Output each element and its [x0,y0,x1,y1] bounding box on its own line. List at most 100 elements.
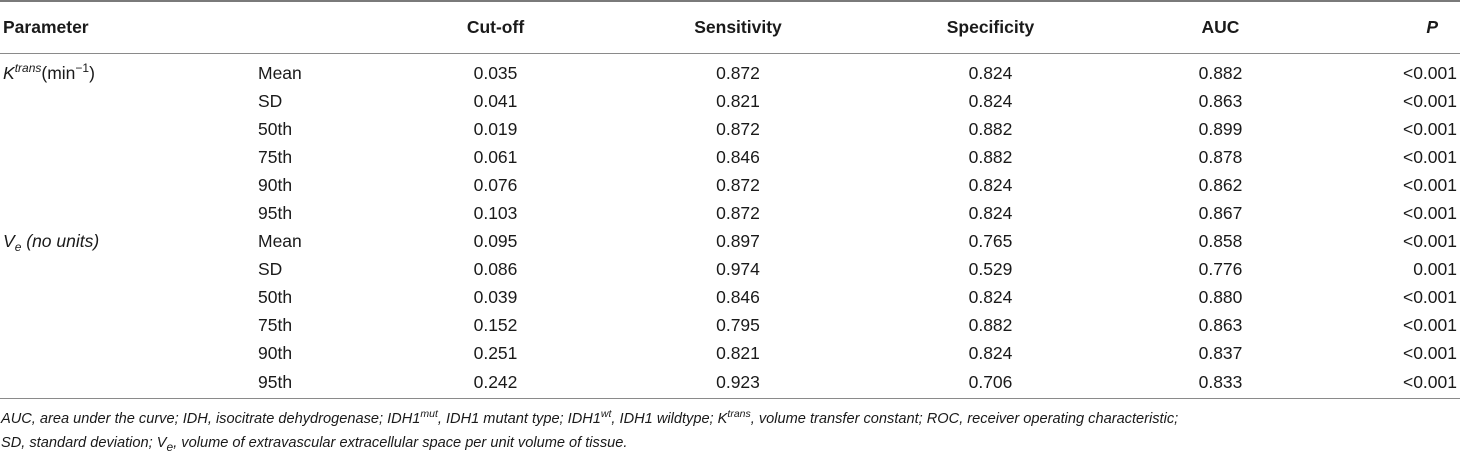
row-parameter-cell [0,143,258,171]
parameter-label: Ktrans(min−1) [3,60,95,83]
parameter-label-part: (min [41,62,76,83]
row-parameter-cell [0,87,258,115]
specificity-cell: 0.824 [968,343,1013,364]
row-parameter-cell [0,312,258,340]
p-cell: <0.001 [1402,287,1457,308]
p-cell: <0.001 [1402,174,1457,195]
footnote-sup: trans [727,408,751,420]
stat-cell: Mean [258,231,302,252]
stat-cell: 75th [258,315,293,336]
table-row: 95th 0.103 0.872 0.824 0.867 <0.001 [0,199,1460,227]
header-cutoff: Cut-off [466,17,525,37]
cutoff-cell: 0.152 [473,315,518,336]
row-parameter-cell [0,340,258,368]
sensitivity-cell: 0.821 [716,343,760,364]
auc-cell: 0.833 [1198,371,1243,392]
row-parameter-cell: Ktrans(min−1) [0,53,258,87]
table-row: 75th 0.061 0.846 0.882 0.878 <0.001 [0,143,1460,171]
table-row: Ve (no units) Mean 0.095 0.897 0.765 0.858 <0.… [0,228,1460,256]
row-parameter-cell [0,199,258,227]
specificity-cell: 0.824 [968,287,1013,308]
auc-cell: 0.776 [1198,259,1243,280]
stat-cell: 75th [258,146,293,167]
auc-cell: 0.882 [1198,62,1243,83]
header-sensitivity: Sensitivity [694,17,782,37]
footnote-sup: wt [600,408,612,420]
table-row: Ktrans(min−1) Mean 0.035 0.872 0.824 0.882 <0.… [0,53,1460,87]
table-row: 75th 0.152 0.795 0.882 0.863 <0.001 [0,312,1460,340]
cutoff-cell: 0.242 [473,371,518,392]
parameter-label-part: ) [89,62,95,83]
header-p: P [1426,17,1438,37]
row-parameter-cell [0,256,258,284]
parameter-label-part: K [3,62,15,83]
row-parameter-cell [0,368,258,396]
p-cell: <0.001 [1402,371,1457,392]
specificity-cell: 0.882 [968,146,1013,167]
specificity-cell: 0.824 [968,90,1013,111]
table-row: 50th 0.039 0.846 0.824 0.880 <0.001 [0,284,1460,312]
parameter-label-part: −1 [75,60,90,75]
row-parameter-cell [0,284,258,312]
auc-cell: 0.880 [1198,287,1243,308]
stat-cell: SD [258,90,283,111]
sensitivity-cell: 0.821 [716,90,760,111]
auc-cell: 0.878 [1198,146,1243,167]
table-footnote: AUC, area under the curve; IDH, isocitra… [1,407,1456,455]
parameter-label-part: trans [14,60,42,75]
sensitivity-cell: 0.872 [716,203,760,224]
header-specificity: Specificity [946,17,1035,37]
cutoff-cell: 0.019 [473,118,518,139]
auc-cell: 0.899 [1198,118,1243,139]
roc-results-table: Parameter Cut-off Sensitivity Specificit… [0,2,1460,396]
sensitivity-cell: 0.795 [716,315,760,336]
p-cell: <0.001 [1402,118,1457,139]
footnote-text: AUC, area under the curve; IDH, isocitra… [1,411,421,427]
cutoff-cell: 0.086 [473,259,518,280]
parameter-label-part: (no units) [21,231,100,252]
parameter-label: Ve (no units) [3,231,100,253]
stat-cell: 50th [258,287,293,308]
table-body: Ktrans(min−1) Mean 0.035 0.872 0.824 0.882 <0.… [0,53,1460,396]
auc-cell: 0.858 [1198,231,1243,252]
specificity-cell: 0.882 [968,315,1013,336]
footnote-text: , IDH1 wildtype; K [611,411,728,427]
footnote-text: SD, standard deviation; V [1,435,167,451]
specificity-cell: 0.824 [968,203,1013,224]
cutoff-cell: 0.039 [473,287,518,308]
specificity-cell: 0.824 [968,62,1013,83]
auc-cell: 0.867 [1198,203,1243,224]
stat-cell: 95th [258,371,293,392]
table-row: 90th 0.251 0.821 0.824 0.837 <0.001 [0,340,1460,368]
p-cell: <0.001 [1402,62,1457,83]
auc-cell: 0.862 [1198,174,1243,195]
table-row: 95th 0.242 0.923 0.706 0.833 <0.001 [0,368,1460,396]
sensitivity-cell: 0.897 [716,231,760,252]
stat-cell: SD [258,259,283,280]
auc-cell: 0.863 [1198,315,1243,336]
p-cell: <0.001 [1402,343,1457,364]
auc-cell: 0.837 [1198,343,1243,364]
sensitivity-cell: 0.846 [716,146,760,167]
specificity-cell: 0.824 [968,174,1013,195]
p-cell: <0.001 [1402,315,1457,336]
table-bottom-rule [0,398,1460,399]
footnote-text: , volume of extravascular extracellular … [173,435,628,451]
specificity-cell: 0.529 [968,259,1013,280]
row-parameter-cell [0,171,258,199]
footnote-text: , volume transfer constant; ROC, receive… [750,411,1179,427]
stat-cell: 50th [258,118,293,139]
table-header-row: Parameter Cut-off Sensitivity Specificit… [0,2,1460,53]
table-top-rule [0,0,1460,2]
stat-cell: Mean [258,62,302,83]
p-cell: 0.001 [1413,259,1457,280]
table-row: 50th 0.019 0.872 0.882 0.899 <0.001 [0,115,1460,143]
header-auc: AUC [1201,17,1240,37]
sensitivity-cell: 0.872 [716,62,760,83]
cutoff-cell: 0.103 [473,203,518,224]
sensitivity-cell: 0.872 [716,118,760,139]
p-cell: <0.001 [1402,146,1457,167]
p-cell: <0.001 [1402,90,1457,111]
cutoff-cell: 0.061 [473,146,518,167]
